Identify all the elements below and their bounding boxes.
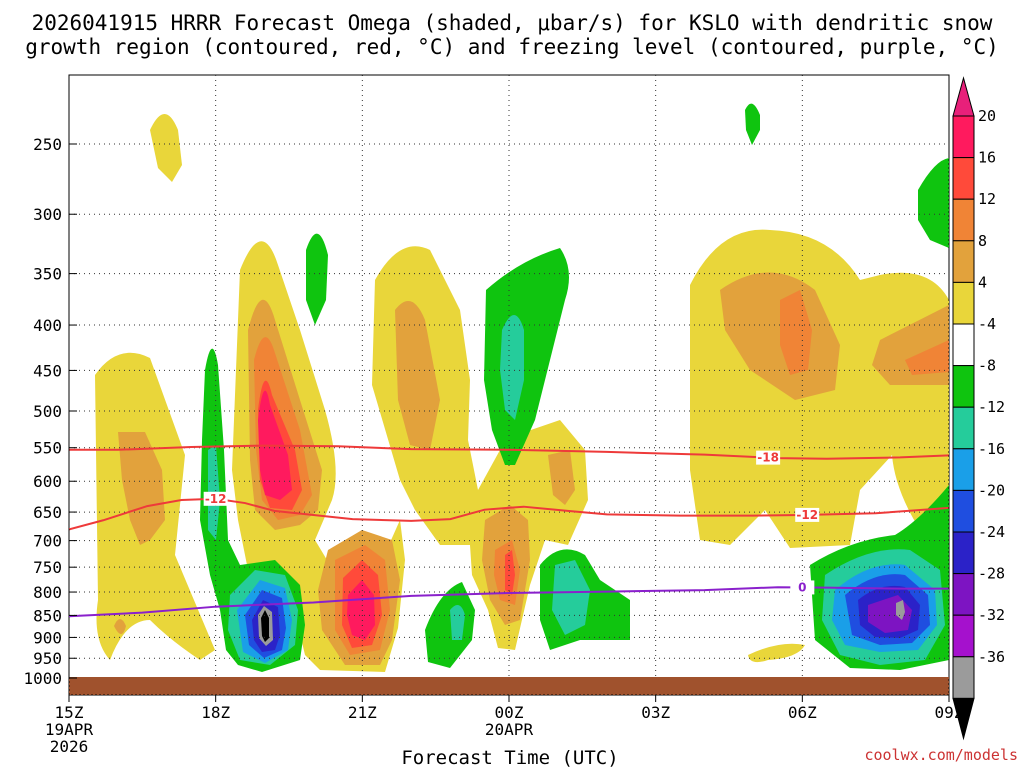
colorbar-label: -36 xyxy=(978,648,1005,666)
x-tick-date: 20APR xyxy=(485,720,534,739)
omega-fill xyxy=(261,610,269,642)
y-tick-label: 850 xyxy=(33,606,62,625)
omega-fill xyxy=(150,114,182,182)
contour-label-bg xyxy=(790,580,815,595)
colorbar-swatch xyxy=(952,115,975,159)
colorbar-swatch xyxy=(952,281,975,325)
omega-fill xyxy=(918,158,949,248)
omega-fill xyxy=(745,103,760,145)
x-tick-label: 18Z xyxy=(201,703,230,722)
y-tick-label: 1000 xyxy=(23,669,62,688)
omega-fill xyxy=(425,582,475,668)
y-tick-label: 400 xyxy=(33,316,62,335)
y-tick-label: 800 xyxy=(33,583,62,602)
y-tick-label: 350 xyxy=(33,265,62,284)
y-tick-label: 300 xyxy=(33,205,62,224)
colorbar-label: -28 xyxy=(978,565,1005,583)
x-tick-label: 00Z xyxy=(495,703,524,722)
omega-fill xyxy=(748,643,805,663)
y-axis: 250 300 350 400 450 500 550 600 650 700 750 800 850 9… xyxy=(23,135,77,688)
omega-fill xyxy=(450,605,465,640)
omega-fill xyxy=(905,340,949,375)
chart-title-line1: 2026041915 HRRR Forecast Omega (shaded, … xyxy=(32,11,993,35)
omega-fill xyxy=(395,301,440,450)
omega-fill xyxy=(548,450,575,505)
omega-fill xyxy=(896,600,905,620)
colorbar-bottom-arrow xyxy=(952,697,975,741)
contour-label: 0 xyxy=(798,580,806,594)
contour-label-bg xyxy=(203,491,228,506)
omega-fill xyxy=(780,290,812,375)
y-tick-label: 900 xyxy=(33,628,62,647)
y-tick-label: 550 xyxy=(33,439,62,458)
y-tick-label: 600 xyxy=(33,472,62,491)
contour-lines: -18 -12 -12 0 xyxy=(69,444,949,618)
x-tick-date: 19APR xyxy=(45,720,94,739)
omega-fill xyxy=(118,432,165,545)
colorbar-label: -4 xyxy=(978,315,996,333)
colorbar-swatch xyxy=(952,656,975,699)
colorbar-swatch xyxy=(952,531,975,575)
omega-fill xyxy=(505,550,515,595)
omega-fill xyxy=(347,580,375,640)
colorbar: 20 16 12 8 4 -4 -8 -12 -16 -20 -24 -28 -32 -36 xyxy=(952,76,1005,741)
chart-title-line2: growth region (contoured, red, °C) and f… xyxy=(25,35,999,59)
colorbar-swatch xyxy=(952,157,975,200)
x-tick-year: 2026 xyxy=(50,737,89,756)
colorbar-swatch xyxy=(952,365,975,408)
colorbar-label: -8 xyxy=(978,357,996,375)
colorbar-swatch xyxy=(952,323,975,367)
omega-fill xyxy=(484,248,569,465)
y-tick-label: 650 xyxy=(33,503,62,522)
colorbar-top-arrow xyxy=(952,76,975,117)
contour-dendritic-top xyxy=(69,444,949,460)
contour-label: -12 xyxy=(796,508,818,522)
y-tick-label: 750 xyxy=(33,558,62,577)
colorbar-label: -12 xyxy=(978,398,1005,416)
contour-label-bg xyxy=(756,450,781,465)
contour-label-bg xyxy=(795,507,820,522)
colorbar-label: -20 xyxy=(978,481,1005,499)
colorbar-swatch xyxy=(952,240,975,283)
colorbar-label: 8 xyxy=(978,232,987,250)
y-tick-label: 250 xyxy=(33,135,62,154)
contour-dendritic-bottom xyxy=(69,497,949,531)
colorbar-label: 20 xyxy=(978,107,996,125)
contour-freezing-level xyxy=(69,586,949,618)
site-credit: coolwx.com/models xyxy=(864,746,1018,764)
x-tick-label: 21Z xyxy=(348,703,377,722)
y-tick-label: 700 xyxy=(33,532,62,551)
colorbar-swatch xyxy=(952,489,975,533)
colorbar-swatch xyxy=(952,198,975,242)
omega-fill xyxy=(500,315,524,420)
omega-fill xyxy=(114,619,126,634)
colorbar-label: 12 xyxy=(978,190,996,208)
colorbar-label: -24 xyxy=(978,523,1005,541)
colorbar-swatch xyxy=(952,406,975,450)
colorbar-label: -16 xyxy=(978,440,1005,458)
x-axis-title: Forecast Time (UTC) xyxy=(401,747,618,768)
omega-fill xyxy=(552,560,590,635)
y-tick-label: 450 xyxy=(33,361,62,380)
y-tick-label: 500 xyxy=(33,402,62,421)
contour-label: -18 xyxy=(757,451,779,465)
x-tick-label: 15Z xyxy=(55,703,84,722)
contour-label: -12 xyxy=(205,492,227,506)
x-tick-label: 03Z xyxy=(641,703,670,722)
colorbar-label: -32 xyxy=(978,606,1005,624)
colorbar-swatch xyxy=(952,614,975,658)
colorbar-swatch xyxy=(952,448,975,491)
colorbar-label: 4 xyxy=(978,273,987,291)
omega-fill xyxy=(306,233,328,325)
y-tick-label: 950 xyxy=(33,649,62,668)
colorbar-swatch xyxy=(952,573,975,616)
ground-surface xyxy=(69,677,949,695)
colorbar-label: 16 xyxy=(978,149,996,167)
x-tick-label: 06Z xyxy=(788,703,817,722)
